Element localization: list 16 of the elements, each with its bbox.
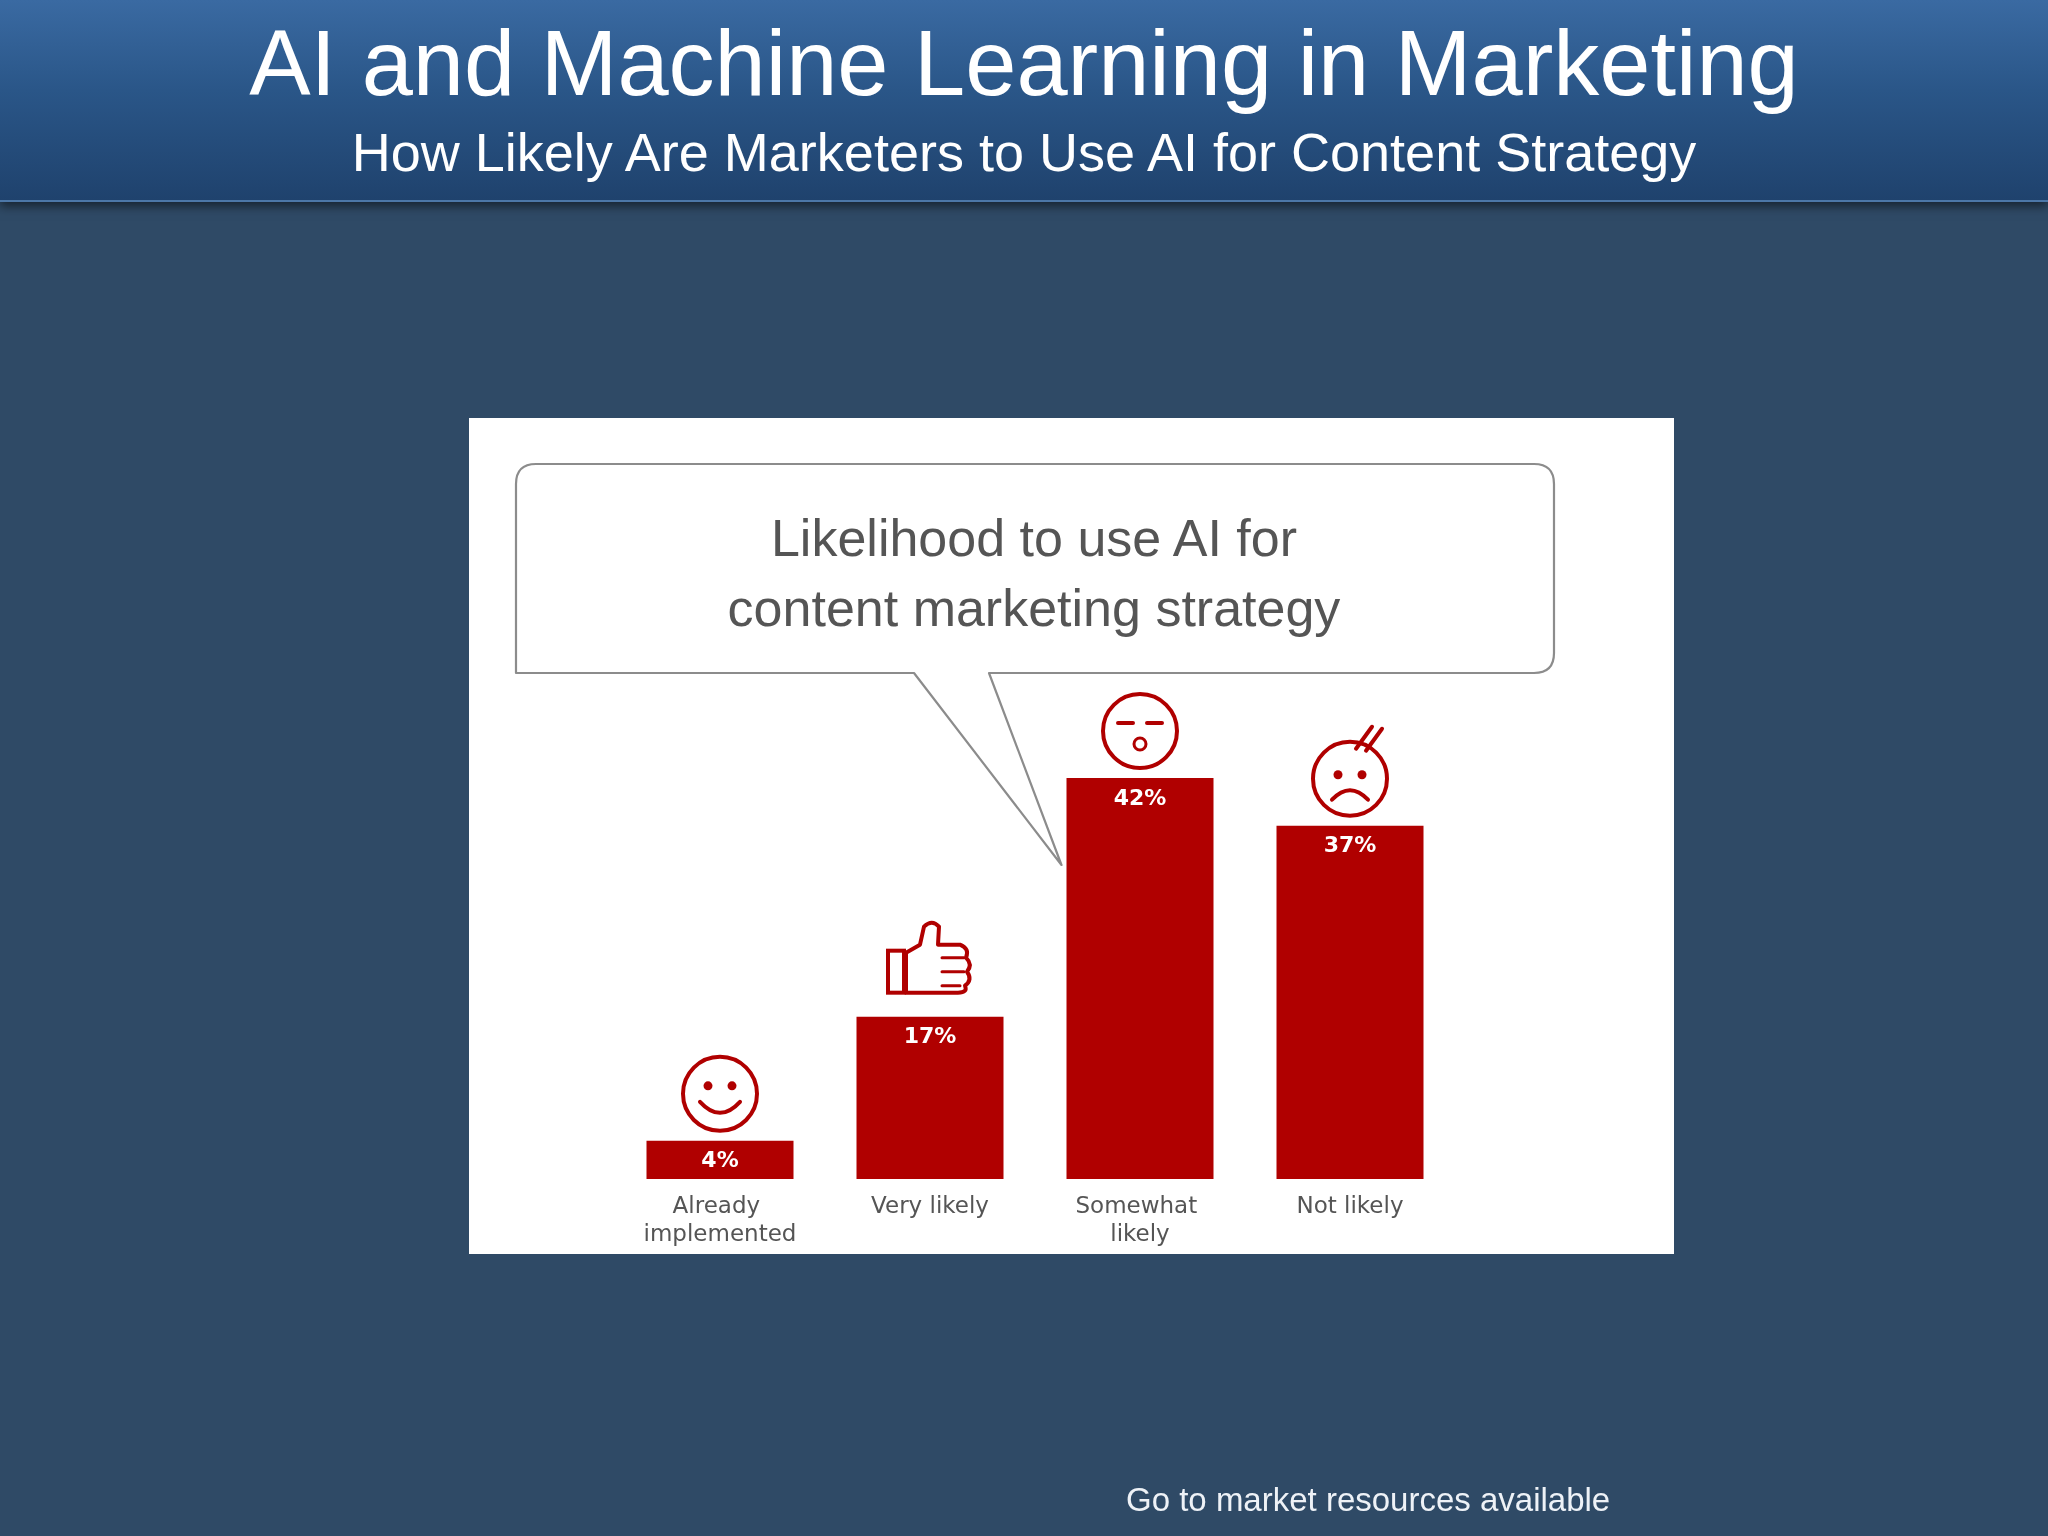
bar: [856, 1016, 1004, 1179]
chart-subtitle: How Likely Are Marketers to Use AI for Content Strategy: [350, 121, 1698, 184]
bar: [1276, 825, 1424, 1179]
x-tick-label: Very likely: [871, 1192, 989, 1218]
x-tick-label: Somewhat likely: [1075, 1192, 1205, 1246]
text: Go to market resources available: [1126, 1480, 1611, 1520]
x-tick-label: Already implemented: [643, 1192, 797, 1246]
chart-title: AI and Machine Learning in Marketing: [248, 11, 1800, 116]
text: Likelihood to use AI for content marketing strategy: [726, 508, 1342, 639]
data-label: 17%: [903, 1023, 957, 1049]
x-tick-label: Not likely: [1296, 1192, 1404, 1218]
data-label: 37%: [1323, 832, 1377, 858]
data-label: 42%: [1113, 784, 1167, 810]
data-label: 4%: [701, 1147, 739, 1173]
bar: [646, 1140, 794, 1179]
bar: [1066, 778, 1214, 1179]
